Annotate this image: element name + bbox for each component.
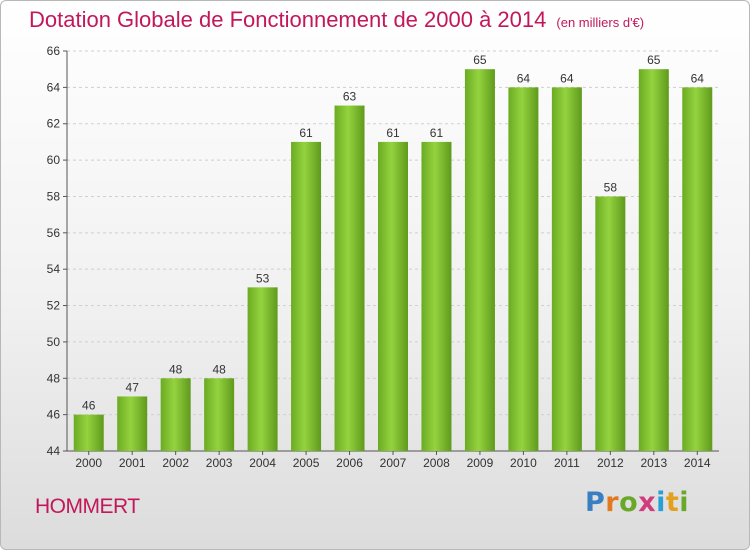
- x-tick-label: 2012: [597, 456, 624, 470]
- data-label: 48: [212, 362, 226, 376]
- bar: [160, 378, 191, 451]
- proxiti-logo: Proxiti: [585, 487, 689, 518]
- data-label: 48: [169, 362, 183, 376]
- y-tick-label: 52: [47, 299, 61, 313]
- bar: [508, 87, 539, 451]
- logo-letter: x: [638, 487, 657, 518]
- bar: [464, 69, 495, 451]
- y-tick-label: 54: [47, 262, 61, 276]
- y-tick-label: 48: [47, 371, 61, 385]
- logo-letter: i: [679, 487, 690, 518]
- y-tick-label: 50: [47, 335, 61, 349]
- logo-letter: P: [585, 487, 606, 518]
- bar: [595, 196, 626, 451]
- bar: [204, 378, 235, 451]
- data-label: 64: [517, 71, 531, 85]
- x-tick-label: 2014: [684, 456, 711, 470]
- x-tick-label: 2000: [75, 456, 102, 470]
- data-label: 46: [82, 399, 96, 413]
- y-tick-label: 60: [47, 153, 61, 167]
- chart-unit: (en milliers d'€): [556, 15, 645, 30]
- axes: 44 46 48 50 52 54 56 58 60 62 64 66 2000 2001 2002 2003…: [47, 44, 719, 470]
- data-label: 64: [691, 71, 705, 85]
- y-tick-label: 44: [47, 444, 61, 458]
- x-tick-label: 2007: [380, 456, 407, 470]
- bar: [551, 87, 582, 451]
- commune-name: HOMMERT: [35, 495, 140, 518]
- bar: [117, 396, 148, 451]
- data-label: 61: [430, 126, 444, 140]
- x-tick-label: 2005: [293, 456, 320, 470]
- x-tick-label: 2009: [467, 456, 494, 470]
- y-tick-label: 46: [47, 408, 61, 422]
- data-label: 65: [473, 53, 487, 67]
- y-tick-label: 66: [47, 44, 61, 58]
- bar: [247, 287, 278, 451]
- y-tick-label: 56: [47, 226, 61, 240]
- y-tick-label: 62: [47, 117, 61, 131]
- chart-title: Dotation Globale de Fonctionnement de 20…: [29, 7, 644, 33]
- logo-letter: r: [605, 487, 620, 518]
- x-tick-label: 2001: [119, 456, 146, 470]
- x-tick-label: 2003: [206, 456, 233, 470]
- bar: [334, 105, 365, 451]
- bars: [73, 69, 713, 451]
- chart-title-text: Dotation Globale de Fonctionnement de 20…: [29, 7, 547, 32]
- logo-letter: o: [619, 487, 639, 518]
- x-tick-label: 2006: [336, 456, 363, 470]
- bar: [638, 69, 669, 451]
- bar: [73, 414, 104, 451]
- bar: [421, 141, 452, 451]
- data-label: 65: [647, 53, 661, 67]
- data-label: 61: [386, 126, 400, 140]
- data-label: 53: [256, 271, 270, 285]
- x-tick-label: 2008: [423, 456, 450, 470]
- data-labels: 46 47 48 48 53 61 63 61 61 65 64 64 58 65 64: [82, 53, 704, 412]
- data-label: 61: [299, 126, 313, 140]
- data-label: 47: [126, 380, 140, 394]
- x-tick-label: 2002: [162, 456, 189, 470]
- data-label: 63: [343, 90, 357, 104]
- data-label: 58: [604, 180, 618, 194]
- x-tick-label: 2004: [249, 456, 276, 470]
- y-tick-label: 64: [47, 80, 61, 94]
- bar: [291, 141, 322, 451]
- bar: [378, 141, 408, 451]
- x-tick-label: 2013: [640, 456, 667, 470]
- y-tick-label: 58: [47, 189, 61, 203]
- logo-letter: i: [656, 487, 666, 518]
- data-label: 64: [560, 71, 574, 85]
- x-tick-label: 2011: [554, 456, 580, 470]
- logo-letter: t: [665, 487, 680, 518]
- x-tick-label: 2010: [510, 456, 537, 470]
- bar: [682, 87, 713, 451]
